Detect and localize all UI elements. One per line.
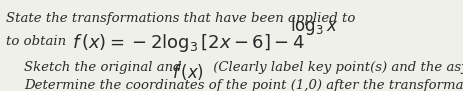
Text: $f\,(x)$: $f\,(x)$ xyxy=(172,62,204,82)
Text: (Clearly label key point(s) and the asymptote: (Clearly label key point(s) and the asym… xyxy=(208,61,463,74)
Text: to obtain: to obtain xyxy=(6,35,66,48)
Text: $f\,(x) = -2\log_3[2x-6]-4$: $f\,(x) = -2\log_3[2x-6]-4$ xyxy=(72,32,304,54)
Text: Sketch the original and: Sketch the original and xyxy=(24,61,186,74)
Text: State the transformations that have been applied to: State the transformations that have been… xyxy=(6,12,359,25)
Text: Determine the coordinates of the point (1,0) after the transformations.: Determine the coordinates of the point (… xyxy=(24,79,463,91)
Text: $\log_3 x$: $\log_3 x$ xyxy=(289,15,338,37)
